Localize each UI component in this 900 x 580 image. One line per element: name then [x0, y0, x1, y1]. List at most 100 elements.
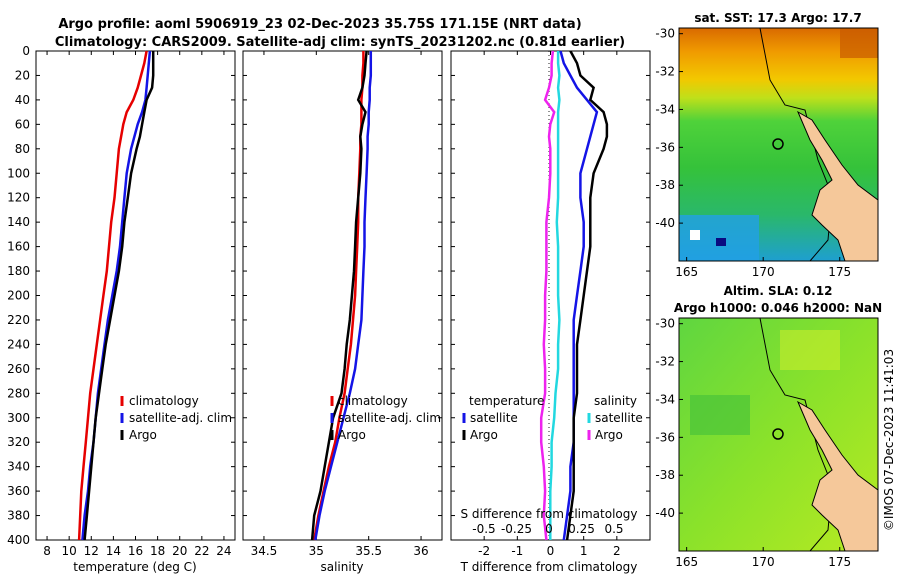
x-tick-label: 0: [547, 544, 555, 558]
x-tick-label: 22: [194, 544, 209, 558]
s-tick-label: 0: [545, 522, 553, 536]
sst-warm-patch: [840, 28, 878, 58]
x-tick-label: 10: [62, 544, 77, 558]
map-y-tick-label: -34: [655, 392, 675, 406]
s-tick-label: 0.5: [604, 522, 623, 536]
sla-high-patch: [780, 330, 840, 370]
t-difference-xlabel: T difference from climatology: [460, 560, 638, 574]
salinity-depth-ticks: [243, 50, 442, 541]
legend-label-t-argo: Argo: [470, 428, 498, 442]
temperature-tick-labels: 8 10 12 14 16 18 20 22 24: [43, 51, 232, 558]
legend-title-salinity: salinity: [594, 394, 637, 408]
x-tick-label: 36: [413, 544, 428, 558]
map-y-tick-label: -40: [655, 506, 675, 520]
difference-panel: -2 -1 0 1 2 S difference from climatology -0…: [450, 50, 651, 574]
x-tick-label: -1: [511, 544, 523, 558]
temperature-axes-frame: [35, 50, 236, 541]
x-tick-label: 20: [172, 544, 187, 558]
map-x-tick-label: 170: [752, 555, 775, 569]
sst-map: sat. SST: 17.3 Argo: 17.7 165 170 175 -30 -3…: [655, 11, 879, 279]
sla-map-title: Altim. SLA: 0.12: [724, 284, 833, 298]
series-line-argo: [310, 50, 368, 541]
s-tick-label: -0.25: [501, 522, 532, 536]
temperature-panel: 0 20 40 60 80 100 120 140 160 180 200 220 240 260 280 3…: [7, 44, 236, 574]
legend-label-satellite: satellite-adj. clim: [338, 411, 441, 425]
map-y-tick-label: -32: [655, 355, 675, 369]
sst-map-title: sat. SST: 17.3 Argo: 17.7: [694, 11, 861, 25]
s-tick-label: -0.5: [472, 522, 495, 536]
depth-tick-label: 100: [7, 166, 30, 180]
map-x-tick-label: 165: [675, 265, 698, 279]
sla-map-ticks: 165 170 175 -30 -32 -34 -36 -38 -40: [655, 317, 851, 569]
x-tick-label: 34.5: [251, 544, 278, 558]
map-y-tick-label: -36: [655, 140, 675, 154]
sst-cold-pixel: [716, 238, 726, 246]
x-tick-label: 35.5: [355, 544, 382, 558]
map-y-tick-label: -30: [655, 317, 675, 331]
s-difference-tick-labels: -0.5 -0.25 0 0.25 0.5: [472, 522, 623, 536]
map-y-tick-label: -30: [655, 27, 675, 41]
depth-tick-label: 60: [15, 117, 30, 131]
sst-map-frame: [678, 27, 879, 262]
sst-map-ticks: 165 170 175 -30 -32 -34 -36 -38 -40: [655, 27, 851, 279]
x-tick-label: 18: [150, 544, 165, 558]
x-tick-label: 35: [309, 544, 324, 558]
map-y-tick-label: -40: [655, 216, 675, 230]
sla-land: [796, 400, 879, 552]
t-difference-tick-labels: -2 -1 0 1 2: [478, 51, 621, 558]
x-tick-label: 2: [613, 544, 621, 558]
series-line-satellite-adj-clim: [314, 51, 373, 541]
salinity-series: [310, 50, 373, 541]
copyright-timestamp: ©IMOS 07-Dec-2023 11:41:03: [882, 349, 896, 531]
x-tick-label: 1: [580, 544, 588, 558]
depth-tick-label: 320: [7, 435, 30, 449]
depth-tick-label: 80: [15, 142, 30, 156]
depth-tick-labels: 0 20 40 60 80 100 120 140 160 180 200 220 240 260 280 3…: [7, 44, 235, 547]
series-line-t-argo: [565, 50, 609, 541]
legend-label-s-argo: Argo: [595, 428, 623, 442]
x-tick-label: 24: [216, 544, 231, 558]
sla-map: Altim. SLA: 0.12 Argo h1000: 0.046 h2000…: [655, 284, 882, 569]
salinity-panel: 34.5 35 35.5 36 salinity climatology satell…: [242, 50, 443, 574]
depth-tick-label: 120: [7, 191, 30, 205]
s-tick-label: 0.25: [568, 522, 595, 536]
sst-land: [796, 110, 879, 262]
map-y-tick-label: -38: [655, 178, 675, 192]
depth-tick-label: 180: [7, 264, 30, 278]
x-tick-label: -2: [478, 544, 490, 558]
depth-tick-label: 40: [15, 93, 30, 107]
salinity-tick-labels: 34.5 35 35.5 36: [251, 51, 429, 558]
sla-low-patch: [690, 395, 750, 435]
depth-tick-label: 340: [7, 460, 30, 474]
legend-label-climatology: climatology: [129, 394, 199, 408]
x-tick-label: 16: [128, 544, 143, 558]
x-tick-label: 12: [84, 544, 99, 558]
title-line-1: Argo profile: aoml 5906919_23 02-Dec-202…: [58, 17, 581, 32]
legend-label-t-satellite: satellite: [470, 411, 518, 425]
temperature-legend: climatology satellite-adj. clim Argo: [120, 394, 232, 442]
series-line-argo: [83, 51, 155, 541]
map-x-tick-label: 175: [828, 265, 851, 279]
legend-label-climatology: climatology: [338, 394, 408, 408]
legend-label-satellite: satellite-adj. clim: [129, 411, 232, 425]
legend-label-argo: Argo: [129, 428, 157, 442]
map-y-tick-label: -38: [655, 468, 675, 482]
map-x-tick-label: 165: [675, 555, 698, 569]
series-line-climatology: [77, 50, 148, 541]
sst-missing-pixel: [690, 230, 700, 240]
map-y-tick-label: -36: [655, 430, 675, 444]
legend-label-argo: Argo: [338, 428, 366, 442]
depth-tick-label: 220: [7, 313, 30, 327]
difference-legend: temperature satellite Argo salinity sate…: [462, 394, 643, 442]
depth-tick-label: 160: [7, 240, 30, 254]
sst-profile-marker: [772, 138, 784, 150]
temperature-xlabel: temperature (deg C): [73, 560, 196, 574]
salinity-axes-frame: [242, 50, 443, 541]
temperature-series: [77, 50, 155, 541]
x-tick-label: 14: [106, 544, 121, 558]
map-x-tick-label: 175: [828, 555, 851, 569]
depth-tick-label: 280: [7, 386, 30, 400]
sla-profile-marker: [772, 428, 784, 440]
depth-tick-label: 200: [7, 289, 30, 303]
